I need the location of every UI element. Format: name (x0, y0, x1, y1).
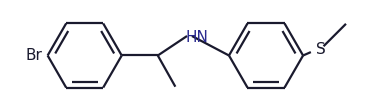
Text: HN: HN (185, 30, 208, 45)
Text: S: S (316, 42, 325, 57)
Text: Br: Br (26, 48, 43, 63)
